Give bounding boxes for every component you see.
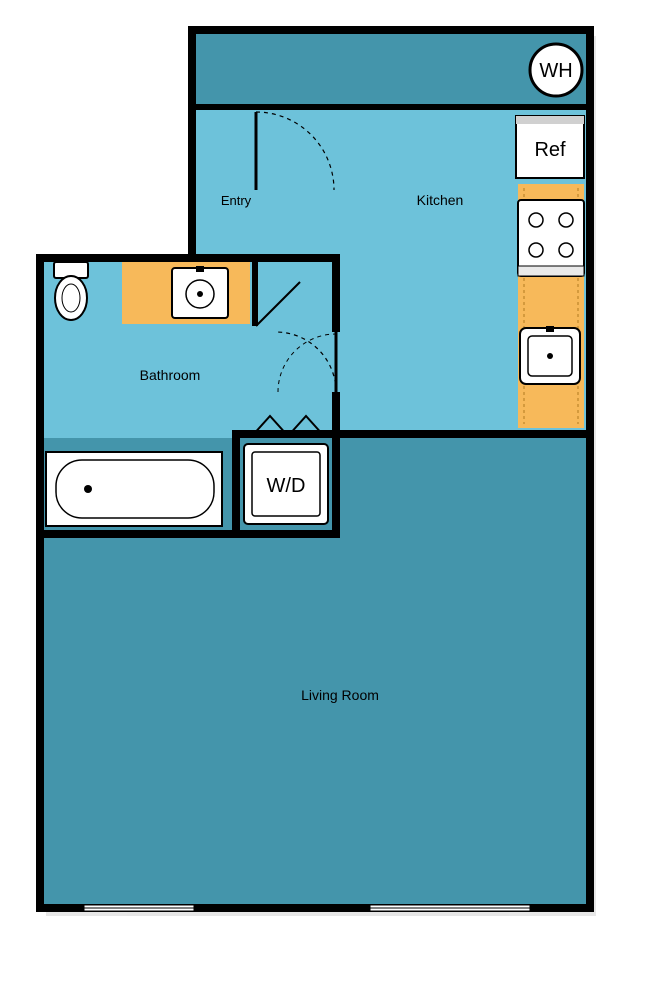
entry-label: Entry (221, 193, 252, 208)
floor-plan: WH Ref (0, 0, 650, 985)
living-room-label: Living Room (301, 687, 379, 703)
bathroom-label: Bathroom (140, 367, 201, 383)
kitchen-label: Kitchen (417, 192, 464, 208)
stove (518, 200, 584, 276)
bathroom-sink (172, 266, 228, 318)
toilet (54, 262, 88, 320)
ref-label: Ref (534, 139, 566, 161)
refrigerator: Ref (516, 116, 584, 178)
living-projection (340, 438, 590, 908)
wh-label: WH (539, 60, 572, 82)
bathtub (46, 452, 222, 526)
washer-dryer: W/D (244, 444, 328, 524)
wd-label: W/D (267, 475, 306, 497)
kitchen-sink (520, 326, 580, 384)
